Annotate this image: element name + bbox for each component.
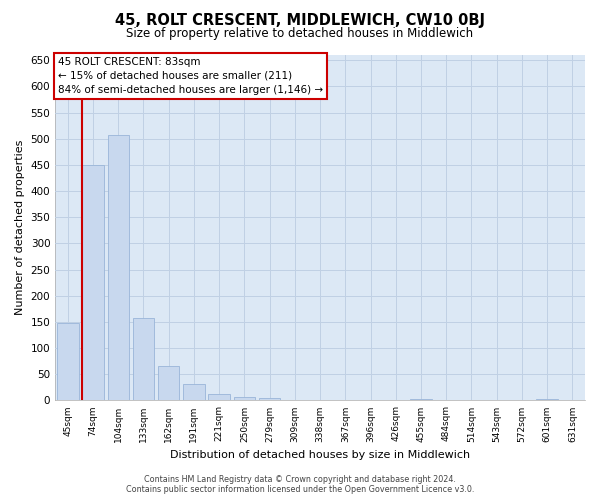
Bar xyxy=(183,384,205,400)
Bar xyxy=(107,135,129,400)
X-axis label: Distribution of detached houses by size in Middlewich: Distribution of detached houses by size … xyxy=(170,450,470,460)
Bar xyxy=(158,366,179,400)
Bar xyxy=(57,323,79,400)
Text: Size of property relative to detached houses in Middlewich: Size of property relative to detached ho… xyxy=(127,28,473,40)
Y-axis label: Number of detached properties: Number of detached properties xyxy=(15,140,25,316)
Bar xyxy=(233,397,255,400)
Text: Contains HM Land Registry data © Crown copyright and database right 2024.
Contai: Contains HM Land Registry data © Crown c… xyxy=(126,474,474,494)
Bar xyxy=(133,318,154,400)
Text: 45 ROLT CRESCENT: 83sqm
← 15% of detached houses are smaller (211)
84% of semi-d: 45 ROLT CRESCENT: 83sqm ← 15% of detache… xyxy=(58,56,323,94)
Bar xyxy=(259,398,280,400)
Bar xyxy=(82,165,104,400)
Bar xyxy=(208,394,230,400)
Text: 45, ROLT CRESCENT, MIDDLEWICH, CW10 0BJ: 45, ROLT CRESCENT, MIDDLEWICH, CW10 0BJ xyxy=(115,12,485,28)
